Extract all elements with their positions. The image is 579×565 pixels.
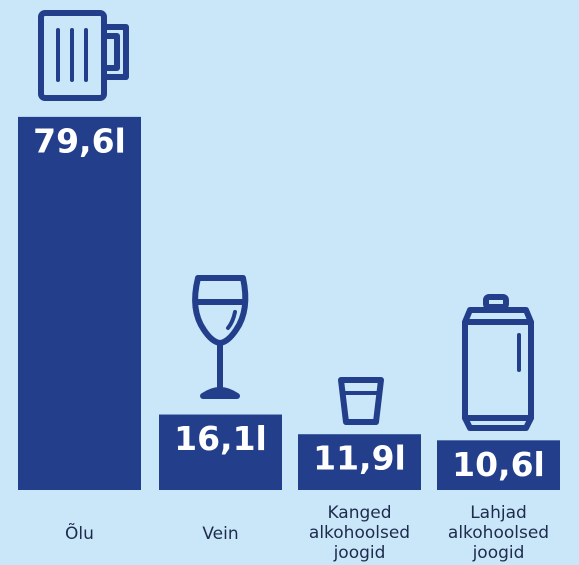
- value-label: 10,6l: [452, 445, 545, 484]
- beer-icon: [38, 10, 129, 101]
- value-label: 79,6l: [33, 121, 126, 160]
- category-label: Kanged alkohoolsed joogid: [309, 503, 410, 563]
- value-label: 16,1l: [174, 419, 267, 458]
- bar: [159, 414, 282, 490]
- bar: [437, 440, 560, 490]
- wine-icon: [192, 275, 249, 399]
- category-label: Lahjad alkohoolsed joogid: [448, 503, 549, 563]
- shot-icon: [338, 377, 384, 425]
- bar: [18, 116, 141, 490]
- category-label: Õlu: [65, 522, 94, 544]
- value-label: 11,9l: [313, 439, 406, 478]
- can-icon: [462, 294, 534, 431]
- category-label: Vein: [202, 524, 238, 544]
- bar: [298, 434, 421, 490]
